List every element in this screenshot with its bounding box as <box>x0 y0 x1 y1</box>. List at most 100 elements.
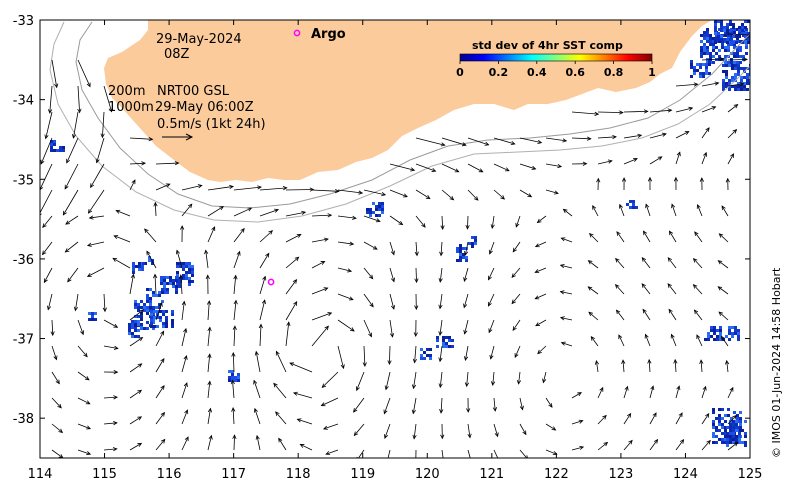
sst-cell <box>741 23 744 26</box>
current-vector <box>285 211 306 217</box>
sst-cell <box>736 417 739 420</box>
current-vector <box>718 260 729 269</box>
current-vector <box>571 446 584 451</box>
current-vector <box>389 189 408 198</box>
sst-cell <box>724 55 727 58</box>
sst-cell <box>169 276 172 279</box>
current-vector <box>207 354 211 373</box>
current-vector <box>233 435 235 451</box>
current-vector <box>256 435 261 451</box>
current-vector <box>488 319 495 333</box>
current-vector <box>205 250 209 269</box>
current-vector <box>514 345 521 358</box>
current-vector-head <box>621 177 627 182</box>
contour-label-1000: 1000m <box>108 100 154 115</box>
current-vector-head <box>165 183 171 188</box>
current-vector-head <box>262 275 267 281</box>
current-vector-head <box>693 82 699 87</box>
current-vector-head <box>647 358 652 364</box>
current-vector <box>103 396 118 399</box>
sst-cell <box>747 35 750 38</box>
current-vector-head <box>42 223 47 229</box>
current-vector <box>129 162 146 165</box>
sst-cell <box>131 323 134 326</box>
current-vector <box>363 293 374 308</box>
sst-cell <box>706 31 709 34</box>
current-vector <box>727 415 737 425</box>
sst-cell <box>738 32 741 35</box>
current-vector <box>441 163 459 173</box>
current-vector <box>311 261 325 269</box>
sst-cell <box>712 423 715 426</box>
sst-cell <box>737 338 740 341</box>
current-vector <box>675 386 680 399</box>
current-vector-head <box>688 106 694 111</box>
sst-cell <box>191 265 194 268</box>
sst-cell <box>152 321 155 324</box>
current-vector-head <box>247 207 253 212</box>
current-vector-head <box>657 156 663 161</box>
sst-cell <box>720 20 723 23</box>
current-vector-head <box>442 460 445 464</box>
sst-cell <box>234 376 237 379</box>
sst-cell <box>737 332 740 335</box>
sst-cell <box>731 79 734 82</box>
current-vector <box>413 423 417 439</box>
current-vector-head <box>102 307 107 313</box>
sst-cell <box>381 211 384 214</box>
current-vector-head <box>732 129 738 134</box>
current-vector <box>587 286 599 295</box>
sst-cell <box>137 323 140 326</box>
sst-cell <box>188 268 191 271</box>
sst-cell <box>465 259 468 262</box>
sst-cell <box>724 429 727 432</box>
sst-cell <box>713 329 716 332</box>
current-vector <box>641 257 651 269</box>
current-vector-head <box>112 447 118 452</box>
sst-cell <box>146 312 149 315</box>
sst-cell <box>738 420 741 423</box>
current-vector-head <box>84 376 90 381</box>
current-vector-head <box>207 380 212 386</box>
sst-cell <box>712 46 715 49</box>
current-vector <box>597 160 612 165</box>
sst-cell <box>715 417 718 420</box>
sst-cell <box>149 288 152 291</box>
current-vector-head <box>40 159 45 165</box>
sst-cell <box>729 423 732 426</box>
current-vector <box>311 325 329 347</box>
current-vector-head <box>87 209 93 214</box>
sst-cell <box>191 268 194 271</box>
current-vector <box>389 345 391 365</box>
current-vector <box>155 331 165 347</box>
current-vector-head <box>183 327 188 333</box>
sst-cell <box>155 306 158 309</box>
current-vector-head <box>299 444 305 448</box>
current-vector <box>207 327 211 347</box>
current-vector <box>311 238 329 243</box>
x-axis: 114 115 116 117 118 119 120 121 122 123 124 125 <box>28 20 762 482</box>
current-vector <box>74 293 79 311</box>
sst-cell <box>737 64 740 67</box>
sst-cell <box>231 373 234 376</box>
current-vector-head <box>673 176 679 182</box>
sst-cell <box>732 35 735 38</box>
current-vector <box>259 300 266 321</box>
sst-cell <box>141 268 144 271</box>
current-vector-head <box>294 256 300 262</box>
sst-cell <box>719 329 722 332</box>
current-vector <box>181 409 188 425</box>
sst-cell <box>151 262 154 265</box>
sst-cell <box>722 85 725 88</box>
sst-cell <box>745 28 748 31</box>
sst-cell <box>134 320 137 323</box>
sst-cell <box>714 26 717 29</box>
colorbar-tick-label: 1 <box>648 66 656 79</box>
current-vector <box>65 215 79 225</box>
sst-cell <box>733 43 736 46</box>
sst-cell <box>690 60 693 63</box>
current-vector-head <box>353 408 358 413</box>
sst-cell <box>726 26 729 29</box>
current-vector-head <box>537 349 542 355</box>
sst-cell <box>169 279 172 282</box>
